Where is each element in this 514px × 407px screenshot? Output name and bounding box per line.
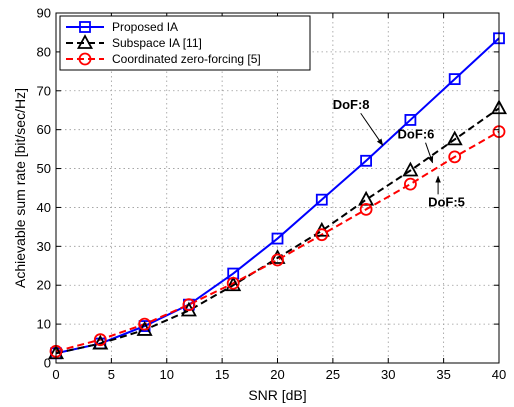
y-tick-label: 0 <box>44 356 51 371</box>
x-tick-label: 0 <box>52 367 59 382</box>
y-tick-label: 70 <box>37 83 51 98</box>
annotation-arrow <box>360 112 384 146</box>
legend-marker <box>76 34 94 49</box>
data-point-series-2 <box>448 150 462 164</box>
grid-lines <box>56 13 499 363</box>
x-axis-label: SNR [dB] <box>248 387 306 403</box>
axis-ticks: 0 5 10 15 20 25 30 35 40 0 10 20 30 40 50 60 70 80 90 <box>37 6 507 383</box>
x-tick-label: 15 <box>215 367 229 382</box>
y-tick-label: 60 <box>37 122 51 137</box>
y-tick-label: 90 <box>37 6 51 21</box>
data-point-series-2 <box>271 253 284 267</box>
data-point-series-0 <box>360 154 373 167</box>
plot-area <box>56 13 499 363</box>
data-point-series-1 <box>402 161 419 177</box>
data-point-series-0 <box>448 73 461 86</box>
data-point-series-2 <box>93 333 107 347</box>
y-tick-label: 10 <box>37 317 51 332</box>
y-tick-label: 50 <box>37 161 51 176</box>
data-point-series-2 <box>226 276 240 290</box>
x-tick-label: 35 <box>436 367 450 382</box>
legend-entry: Subspace IA [11] <box>112 36 202 50</box>
annotation-label: DoF:6 <box>398 127 435 142</box>
data-point-series-2 <box>182 298 196 312</box>
legend: Proposed IA Subspace IA [11] Coordinated z… <box>59 15 311 71</box>
series-line-2 <box>55 130 500 353</box>
y-tick-label: 80 <box>37 44 51 59</box>
x-tick-label: 5 <box>108 367 115 382</box>
data-point-series-1 <box>225 276 242 292</box>
y-axis-label: Achievable sum rate [bit/sec/Hz] <box>12 88 28 288</box>
data-point-series-1 <box>92 334 109 350</box>
x-tick-label: 30 <box>381 367 395 382</box>
annotation-arrow <box>425 142 434 164</box>
legend-marker <box>79 21 91 33</box>
data-point-series-2 <box>403 177 417 191</box>
data-point-series-1 <box>269 249 286 264</box>
x-tick-label: 20 <box>270 367 284 382</box>
data-point-series-2 <box>359 202 373 216</box>
data-point-series-1 <box>446 130 463 146</box>
x-tick-label: 40 <box>492 367 506 382</box>
series-markers <box>47 32 508 360</box>
data-point-series-0 <box>271 232 284 245</box>
legend-marker <box>78 52 92 66</box>
series-line-1 <box>55 107 500 355</box>
data-point-series-2 <box>138 317 152 331</box>
data-point-series-0 <box>315 193 328 206</box>
y-tick-label: 40 <box>37 200 51 215</box>
series-lines <box>55 37 500 355</box>
y-tick-label: 20 <box>37 278 51 293</box>
data-point-series-0 <box>404 114 417 126</box>
y-tick-label: 30 <box>37 239 51 254</box>
annotation-label: DoF:8 <box>333 97 370 112</box>
series-line-0 <box>55 37 500 355</box>
legend-entry: Proposed IA <box>112 20 178 34</box>
annotations: DoF:8 DoF:6 DoF:5 <box>333 97 465 209</box>
data-point-series-2 <box>315 228 329 242</box>
x-tick-label: 10 <box>160 367 174 382</box>
x-tick-label: 25 <box>326 367 340 382</box>
annotation-label: DoF:5 <box>428 194 465 209</box>
legend-entry: Coordinated zero-forcing [5] <box>112 52 261 66</box>
